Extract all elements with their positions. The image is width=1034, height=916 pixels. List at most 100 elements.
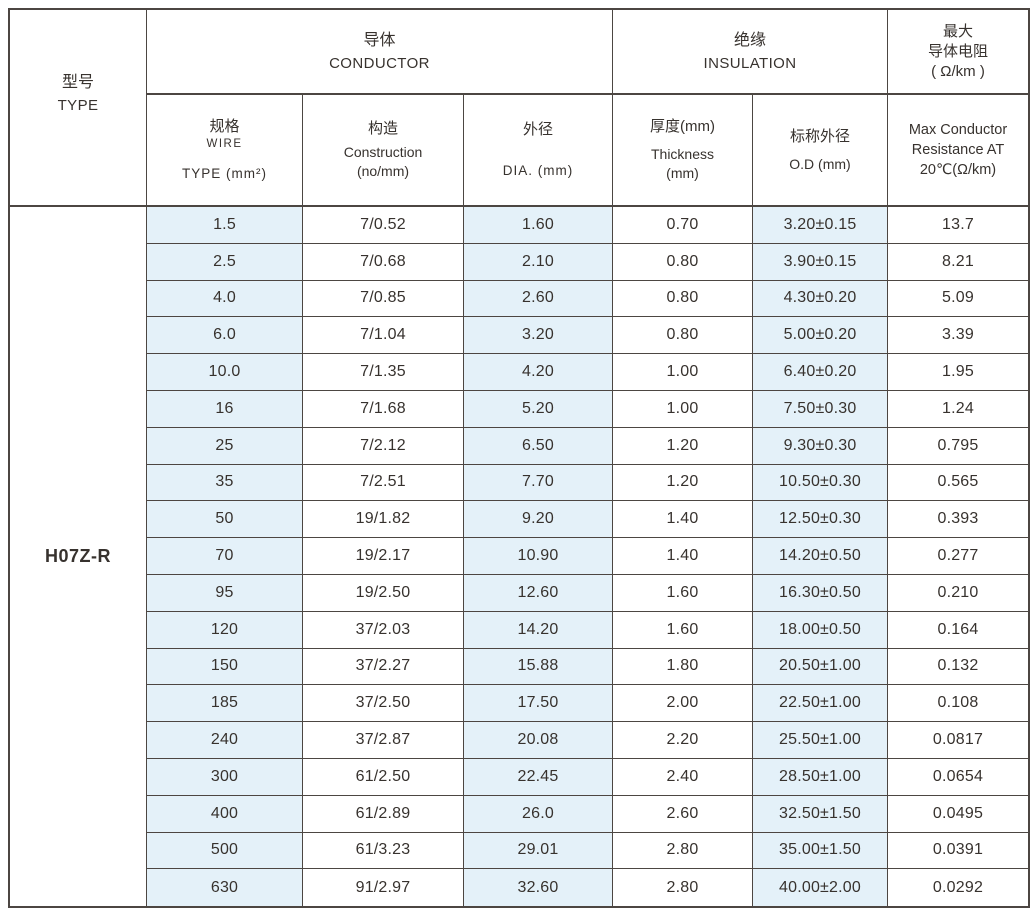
subheader-dia: 外径 DIA. (mm) (464, 95, 613, 207)
data-cell-nominal_od_mm-row8: 10.50±0.30 (753, 464, 888, 502)
data-cell-dia_mm-row19: 32.60 (464, 869, 613, 907)
data-cell-dia_mm-row6: 5.20 (464, 390, 613, 428)
header-type-zh: 型号 (61, 74, 94, 91)
max-en3: 20℃(Ω/km) (919, 162, 997, 178)
data-cell-nominal_od_mm-row14: 22.50±1.00 (753, 685, 888, 723)
max-en2: Resistance AT (911, 142, 1005, 158)
data-cell-thickness_mm-row17: 2.60 (613, 795, 753, 833)
data-cell-wire_type_mm2-row19: 630 (147, 869, 303, 907)
data-cell-nominal_od_mm-row9: 12.50±0.30 (753, 501, 888, 539)
header-group-conductor: 导体 CONDUCTOR (147, 10, 613, 95)
data-cell-thickness_mm-row18: 2.80 (613, 832, 753, 870)
data-cell-wire_type_mm2-row6: 16 (147, 390, 303, 428)
data-cell-wire_type_mm2-row12: 120 (147, 611, 303, 649)
thickness-zh: 厚度(mm) (650, 118, 715, 135)
data-cell-nominal_od_mm-row5: 6.40±0.20 (753, 354, 888, 391)
data-cell-max_conductor_resistance_ohm_km-row3: 5.09 (888, 280, 1028, 318)
data-cell-max_conductor_resistance_ohm_km-row10: 0.277 (888, 538, 1028, 575)
data-cell-construction_no_mm-row5: 7/1.35 (303, 354, 464, 391)
conductor-zh: 导体 (363, 32, 396, 49)
data-cell-construction_no_mm-row13: 37/2.27 (303, 648, 464, 686)
header-type-column: 型号 TYPE (10, 10, 147, 207)
header-group-insulation: 绝缘 INSULATION (613, 10, 888, 95)
dia-en1: DIA. (mm) (502, 163, 574, 178)
data-cell-thickness_mm-row5: 1.00 (613, 354, 753, 391)
data-cell-nominal_od_mm-row12: 18.00±0.50 (753, 611, 888, 649)
header-type-en: TYPE (57, 97, 99, 114)
data-cell-construction_no_mm-row7: 7/2.12 (303, 427, 464, 465)
data-cell-thickness_mm-row1: 0.70 (613, 207, 753, 244)
thickness-en1: Thickness (650, 146, 715, 162)
thickness-en2: (mm) (666, 165, 699, 181)
data-cell-thickness_mm-row19: 2.80 (613, 869, 753, 907)
data-cell-construction_no_mm-row15: 37/2.87 (303, 722, 464, 759)
data-cell-nominal_od_mm-row4: 5.00±0.20 (753, 317, 888, 355)
data-cell-dia_mm-row5: 4.20 (464, 354, 613, 391)
data-cell-wire_type_mm2-row10: 70 (147, 538, 303, 575)
data-cell-nominal_od_mm-row18: 35.00±1.50 (753, 832, 888, 870)
insulation-en: INSULATION (703, 55, 797, 72)
data-cell-dia_mm-row8: 7.70 (464, 464, 613, 502)
data-cell-thickness_mm-row2: 0.80 (613, 243, 753, 281)
data-cell-wire_type_mm2-row16: 300 (147, 758, 303, 796)
data-cell-thickness_mm-row13: 1.80 (613, 648, 753, 686)
data-cell-dia_mm-row1: 1.60 (464, 207, 613, 244)
max-res-unit: ( Ω/km ) (931, 62, 985, 80)
data-cell-dia_mm-row13: 15.88 (464, 648, 613, 686)
data-cell-max_conductor_resistance_ohm_km-row17: 0.0495 (888, 795, 1028, 833)
subheader-construction: 构造 Construction (no/mm) (303, 95, 464, 207)
construction-en2: (no/mm) (356, 163, 410, 179)
data-cell-wire_type_mm2-row18: 500 (147, 832, 303, 870)
data-cell-thickness_mm-row9: 1.40 (613, 501, 753, 539)
data-cell-construction_no_mm-row8: 7/2.51 (303, 464, 464, 502)
data-cell-thickness_mm-row4: 0.80 (613, 317, 753, 355)
wire-en2: TYPE (mm²) (182, 166, 267, 181)
data-cell-dia_mm-row7: 6.50 (464, 427, 613, 465)
data-cell-nominal_od_mm-row16: 28.50±1.00 (753, 758, 888, 796)
subheader-od: 标称外径 O.D (mm) (753, 95, 888, 207)
construction-en1: Construction (343, 144, 423, 160)
data-cell-wire_type_mm2-row8: 35 (147, 464, 303, 502)
data-cell-nominal_od_mm-row3: 4.30±0.20 (753, 280, 888, 318)
data-cell-nominal_od_mm-row15: 25.50±1.00 (753, 722, 888, 759)
data-cell-construction_no_mm-row3: 7/0.85 (303, 280, 464, 318)
data-cell-construction_no_mm-row14: 37/2.50 (303, 685, 464, 723)
conductor-en: CONDUCTOR (329, 55, 430, 72)
data-cell-wire_type_mm2-row5: 10.0 (147, 354, 303, 391)
data-cell-max_conductor_resistance_ohm_km-row19: 0.0292 (888, 869, 1028, 907)
data-cell-thickness_mm-row8: 1.20 (613, 464, 753, 502)
construction-zh: 构造 (367, 120, 398, 137)
subheader-wire-type: 规格 WIRE TYPE (mm²) (147, 95, 303, 207)
data-cell-max_conductor_resistance_ohm_km-row15: 0.0817 (888, 722, 1028, 759)
data-cell-wire_type_mm2-row17: 400 (147, 795, 303, 833)
subheader-max-resistance: Max Conductor Resistance AT 20℃(Ω/km) (888, 95, 1028, 207)
data-cell-max_conductor_resistance_ohm_km-row5: 1.95 (888, 354, 1028, 391)
od-zh: 标称外径 (789, 127, 850, 145)
data-cell-wire_type_mm2-row14: 185 (147, 685, 303, 723)
insulation-zh: 绝缘 (733, 32, 766, 49)
data-cell-thickness_mm-row12: 1.60 (613, 611, 753, 649)
data-cell-wire_type_mm2-row7: 25 (147, 427, 303, 465)
data-cell-nominal_od_mm-row7: 9.30±0.30 (753, 427, 888, 465)
data-cell-nominal_od_mm-row6: 7.50±0.30 (753, 390, 888, 428)
data-cell-dia_mm-row10: 10.90 (464, 538, 613, 575)
data-cell-dia_mm-row16: 22.45 (464, 758, 613, 796)
data-cell-construction_no_mm-row18: 61/3.23 (303, 832, 464, 870)
header-group-max-resistance: 最大 导体电阻 ( Ω/km ) (888, 10, 1028, 95)
data-cell-dia_mm-row14: 17.50 (464, 685, 613, 723)
data-cell-max_conductor_resistance_ohm_km-row8: 0.565 (888, 464, 1028, 502)
data-cell-max_conductor_resistance_ohm_km-row16: 0.0654 (888, 758, 1028, 796)
data-cell-wire_type_mm2-row15: 240 (147, 722, 303, 759)
data-cell-construction_no_mm-row10: 19/2.17 (303, 538, 464, 575)
data-cell-thickness_mm-row16: 2.40 (613, 758, 753, 796)
data-cell-wire_type_mm2-row11: 95 (147, 574, 303, 612)
data-cell-max_conductor_resistance_ohm_km-row12: 0.164 (888, 611, 1028, 649)
data-cell-dia_mm-row17: 26.0 (464, 795, 613, 833)
data-cell-max_conductor_resistance_ohm_km-row18: 0.0391 (888, 832, 1028, 870)
data-cell-dia_mm-row3: 2.60 (464, 280, 613, 318)
data-cell-construction_no_mm-row9: 19/1.82 (303, 501, 464, 539)
data-cell-nominal_od_mm-row11: 16.30±0.50 (753, 574, 888, 612)
data-cell-wire_type_mm2-row13: 150 (147, 648, 303, 686)
data-cell-construction_no_mm-row6: 7/1.68 (303, 390, 464, 428)
data-cell-thickness_mm-row3: 0.80 (613, 280, 753, 318)
